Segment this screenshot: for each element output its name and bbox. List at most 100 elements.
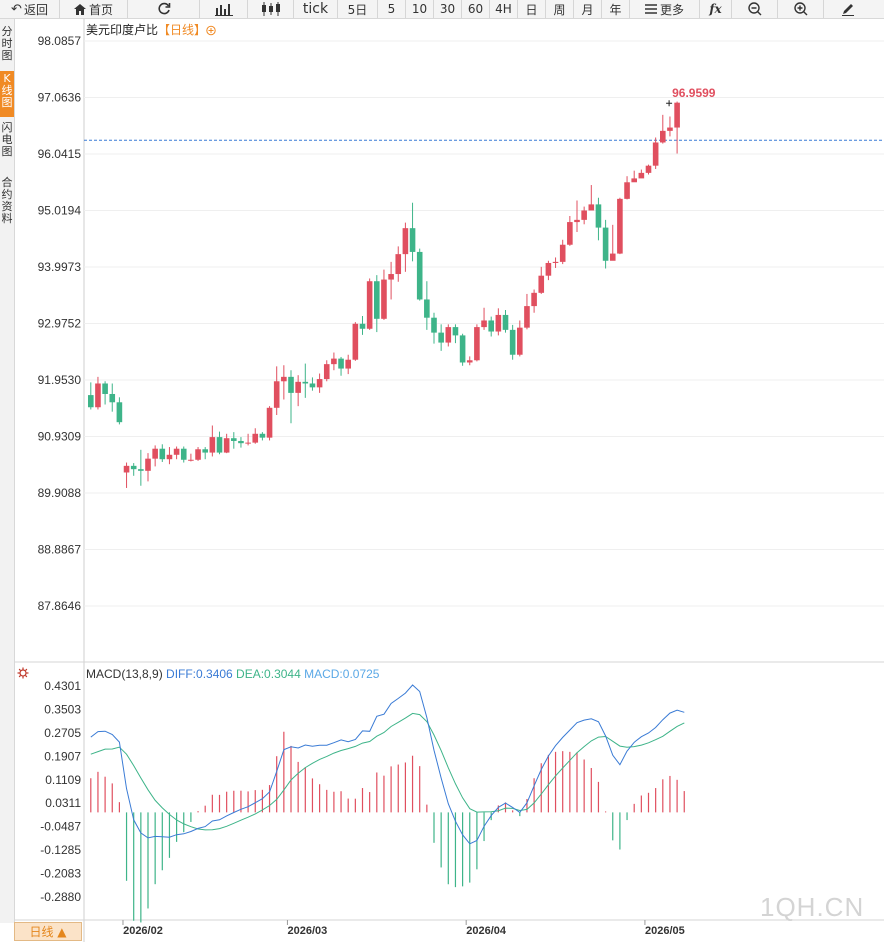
period-year[interactable]: 年 (602, 0, 630, 18)
candle[interactable] (552, 257, 559, 268)
candle[interactable] (331, 352, 337, 371)
candle[interactable] (495, 308, 502, 336)
candle[interactable] (295, 375, 301, 407)
candlestick-button[interactable] (248, 0, 294, 18)
candle[interactable] (223, 433, 230, 454)
candle[interactable] (645, 164, 652, 175)
candle[interactable] (138, 449, 144, 486)
candle[interactable] (559, 239, 566, 265)
candle[interactable] (374, 275, 380, 333)
candle[interactable] (395, 246, 402, 282)
candle[interactable] (538, 266, 545, 294)
candle[interactable] (252, 428, 259, 444)
refresh-button[interactable] (128, 0, 200, 18)
candle[interactable] (402, 222, 409, 272)
candle[interactable] (416, 248, 423, 301)
candle[interactable] (195, 447, 201, 461)
candle[interactable] (581, 206, 587, 225)
candle[interactable] (524, 293, 530, 330)
candle[interactable] (159, 444, 166, 462)
candle[interactable] (109, 383, 116, 412)
candle[interactable] (173, 446, 180, 460)
candle[interactable] (323, 360, 330, 382)
candle[interactable] (302, 363, 309, 398)
candle[interactable] (609, 224, 616, 261)
candle[interactable] (288, 370, 294, 424)
period-30min[interactable]: 30 (434, 0, 462, 18)
candle[interactable] (245, 433, 251, 446)
sidebar-item-timeshare[interactable]: 分时图 (1, 25, 13, 62)
candle[interactable] (588, 185, 595, 211)
formula-button[interactable]: fx (700, 0, 732, 18)
candle[interactable] (667, 116, 673, 137)
candle[interactable] (359, 316, 366, 335)
macd-panel[interactable] (90, 684, 685, 923)
period-day[interactable]: 日 (518, 0, 546, 18)
period-5day[interactable]: 5日 (338, 0, 378, 18)
candle[interactable] (209, 425, 216, 457)
back-button[interactable]: ↶ 返回 (0, 0, 60, 18)
candle[interactable] (652, 137, 659, 170)
candle[interactable] (338, 356, 344, 376)
candle[interactable] (545, 260, 552, 281)
candle[interactable] (166, 447, 173, 465)
candle[interactable] (88, 382, 94, 410)
candle[interactable] (152, 445, 158, 467)
candle[interactable] (352, 322, 359, 361)
gear-icon[interactable] (17, 667, 29, 679)
candle[interactable] (231, 432, 237, 449)
candle[interactable] (424, 281, 430, 330)
candle[interactable] (180, 446, 187, 463)
candle[interactable] (130, 463, 137, 476)
candle[interactable] (602, 219, 609, 269)
candle[interactable] (145, 453, 151, 482)
candle[interactable] (624, 176, 630, 200)
candle[interactable] (631, 170, 637, 183)
candle[interactable] (366, 278, 373, 330)
period-5min[interactable]: 5 (378, 0, 406, 18)
candle[interactable] (574, 200, 580, 233)
candle[interactable] (409, 202, 416, 262)
candle[interactable] (481, 307, 487, 330)
candle[interactable] (531, 289, 537, 313)
home-button[interactable]: 首页 (60, 0, 128, 18)
candle[interactable] (216, 431, 223, 455)
candle[interactable] (567, 215, 573, 246)
candle[interactable] (474, 324, 480, 362)
sidebar-item-contract-info[interactable]: 合约资料 (1, 176, 13, 225)
candle[interactable] (452, 324, 459, 344)
sidebar-item-kline[interactable]: K线图 (0, 71, 14, 117)
candle[interactable] (259, 432, 266, 441)
candle[interactable] (95, 376, 101, 410)
more-button[interactable]: 更多 (630, 0, 700, 18)
tick-button[interactable]: tick (294, 0, 338, 18)
candle[interactable] (273, 366, 280, 415)
candle[interactable] (188, 453, 194, 462)
candle[interactable] (502, 309, 509, 333)
candle[interactable] (660, 114, 666, 144)
candle[interactable] (345, 354, 351, 375)
candle[interactable] (102, 381, 108, 405)
period-month[interactable]: 月 (574, 0, 602, 18)
period-selector-tab[interactable]: 日线 ▲ (14, 922, 82, 941)
candle[interactable] (388, 261, 394, 300)
candle[interactable] (202, 447, 208, 460)
candle[interactable] (381, 269, 387, 320)
candle[interactable] (617, 197, 623, 255)
draw-button[interactable] (824, 0, 872, 18)
candle[interactable] (238, 437, 244, 448)
candle[interactable] (281, 365, 287, 400)
period-60min[interactable]: 60 (462, 0, 490, 18)
period-week[interactable]: 周 (546, 0, 574, 18)
candle[interactable] (116, 397, 123, 425)
candle[interactable] (638, 169, 645, 179)
candle[interactable] (509, 324, 516, 360)
period-4h[interactable]: 4H (490, 0, 518, 18)
candle[interactable] (488, 316, 494, 337)
candle[interactable] (431, 312, 437, 344)
zoom-in-button[interactable] (778, 0, 824, 18)
candle[interactable] (595, 197, 602, 241)
candle[interactable] (517, 320, 523, 357)
candle[interactable] (266, 406, 273, 441)
